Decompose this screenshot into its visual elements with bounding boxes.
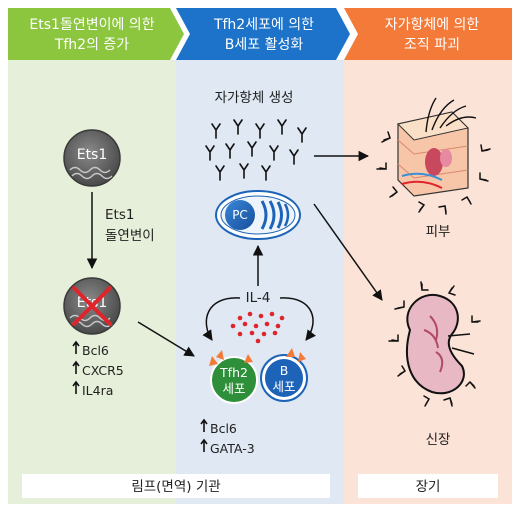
up-arrow-icon [72, 360, 80, 374]
lymph-organ-box [22, 474, 330, 498]
middle-panel-bg [176, 60, 344, 504]
skin-tissue-icon [397, 97, 477, 197]
lymph-organ-label: 림프(면역) 기관 [131, 479, 220, 495]
plasma-cell-icon [215, 190, 301, 240]
il4-right-curve-arrow [279, 297, 316, 341]
left-markers: Bcl6 CXCR5 IL4ra [72, 340, 124, 398]
middle-markers: Bcl6 GATA-3 [200, 418, 255, 456]
il4-cytokine-dots [230, 311, 285, 344]
mutation-label-line1: Ets1 [105, 207, 134, 223]
left-marker-1: CXCR5 [82, 363, 124, 378]
left-header-line1: Ets1돌연변이에 의한 [29, 17, 154, 33]
skin-antibody-icon [376, 131, 491, 215]
il4-label: IL-4 [246, 290, 271, 306]
left-header-line2: Tfh2의 증가 [54, 37, 129, 53]
organ-box [358, 474, 498, 498]
middle-header-banner [176, 8, 350, 60]
middle-header-line1: Tfh2세포에 의한 [213, 17, 314, 33]
left-to-middle-arrow [137, 321, 195, 357]
left-marker-2: IL4ra [82, 383, 113, 398]
tfh2-label-line2: 세포 [222, 381, 245, 396]
middle-header-line2: B세포 활성화 [225, 37, 304, 53]
tfh2-cell-icon [209, 350, 258, 404]
organ-label: 장기 [416, 479, 441, 495]
tfh2-label-line1: Tfh2 [219, 365, 248, 380]
pc-label: PC [232, 208, 248, 222]
right-header-banner [344, 8, 512, 60]
antibody-icon [205, 119, 307, 181]
right-header-line1: 자가항체에 의한 [385, 17, 480, 33]
red-x-mark-icon [72, 286, 112, 326]
up-arrow-icon [200, 418, 208, 432]
b-label-line1: B [280, 363, 289, 378]
left-marker-0: Bcl6 [82, 343, 109, 358]
ets1-label: Ets1 [77, 147, 108, 163]
middle-marker-1: GATA-3 [210, 441, 255, 456]
kidney-antibody-icon [388, 281, 481, 407]
ets1-cell-icon [63, 129, 121, 187]
skin-label: 피부 [426, 224, 451, 240]
middle-marker-0: Bcl6 [210, 421, 237, 436]
antibody-production-label: 자가항체 생성 [215, 90, 294, 106]
antibody-to-kidney-arrow [313, 203, 383, 301]
up-arrow-icon [72, 380, 80, 394]
b-label-line2: 세포 [272, 379, 295, 394]
up-arrow-icon [72, 340, 80, 354]
b-cell-icon [260, 348, 308, 402]
il4-left-curve-arrow [202, 297, 241, 341]
up-arrow-icon [200, 438, 208, 452]
left-header-banner [8, 8, 184, 60]
mutation-label-line2: 돌연변이 [105, 228, 155, 244]
kidney-label: 신장 [426, 432, 451, 448]
right-header-line2: 조직 파괴 [404, 37, 460, 53]
kidney-icon [406, 293, 475, 395]
